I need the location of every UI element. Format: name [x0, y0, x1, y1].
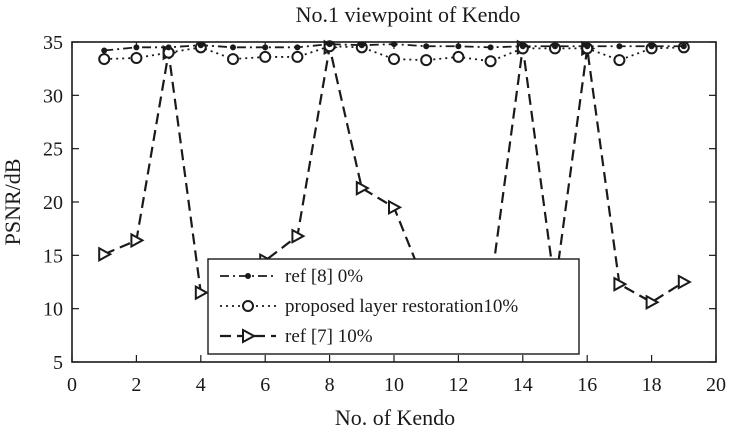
data-point: [584, 43, 591, 50]
data-point: [242, 300, 254, 312]
data-point: [194, 284, 209, 301]
x-tick-label: 2: [131, 374, 141, 396]
data-point: [423, 43, 430, 50]
x-tick-label: 6: [260, 374, 270, 396]
y-tick-label: 5: [53, 352, 63, 374]
data-point: [262, 44, 269, 51]
data-point: [613, 276, 628, 292]
x-tick-label: 14: [513, 374, 533, 396]
legend-item: ref [7] 10%: [220, 326, 373, 347]
data-point: [677, 274, 692, 290]
axes: 0 2 4 6 8 10 12 14 16 18 20 5 10 15 20 25 30 35: [43, 32, 726, 396]
data-point: [98, 246, 113, 262]
data-point: [133, 44, 140, 51]
legend: ref [8] 0% proposed layer restoration10% r…: [207, 258, 580, 355]
x-tick-label: 4: [196, 374, 206, 396]
data-point: [388, 53, 400, 66]
y-tick-label: 20: [43, 192, 63, 214]
data-point: [420, 54, 433, 67]
data-point: [130, 232, 145, 249]
x-tick-label: 0: [67, 374, 77, 396]
data-point: [259, 50, 272, 63]
data-point: [358, 42, 365, 49]
data-point: [452, 50, 465, 63]
data-point: [552, 43, 558, 50]
data-point: [484, 55, 497, 68]
chart-title: No.1 viewpoint of Kendo: [296, 2, 521, 27]
data-point: [294, 44, 301, 51]
x-tick-label: 10: [384, 374, 404, 396]
data-point: [197, 42, 204, 49]
data-point: [326, 41, 333, 48]
data-point: [101, 47, 108, 54]
x-tick-label: 8: [325, 374, 335, 396]
y-tick-label: 10: [43, 299, 63, 321]
x-axis-title: No. of Kendo: [335, 405, 455, 430]
legend-label: proposed layer restoration10%: [285, 296, 518, 317]
series: [101, 41, 687, 54]
x-tick-label: 18: [642, 374, 662, 396]
data-point: [487, 44, 494, 51]
y-tick-label: 30: [43, 85, 63, 107]
y-tick-label: 35: [43, 32, 63, 54]
y-axis-title: PSNR/dB: [0, 159, 25, 246]
x-tick-label: 12: [448, 374, 468, 396]
data-point: [648, 43, 655, 50]
data-point: [291, 228, 306, 244]
legend-label: ref [8] 0%: [285, 266, 363, 287]
data-point: [388, 199, 403, 216]
y-tick-label: 15: [43, 245, 63, 267]
data-point: [130, 52, 143, 64]
y-tick-label: 25: [43, 139, 63, 161]
data-point: [613, 54, 626, 67]
data-point: [98, 53, 111, 66]
data-point: [242, 328, 257, 344]
x-tick-label: 16: [577, 374, 597, 396]
data-point: [391, 41, 397, 48]
data-point: [230, 44, 236, 51]
legend-item: proposed layer restoration10%: [220, 296, 518, 317]
data-point: [616, 43, 623, 50]
x-tick-label: 20: [706, 374, 726, 396]
data-point: [680, 43, 687, 50]
data-point: [355, 180, 370, 196]
legend-label: ref [7] 10%: [285, 326, 373, 347]
series-group: [98, 39, 692, 310]
data-point: [245, 273, 251, 279]
data-point: [227, 53, 239, 66]
data-point: [519, 43, 526, 50]
data-point: [291, 50, 304, 63]
data-point: [455, 43, 462, 50]
data-point: [165, 44, 172, 51]
data-point: [645, 294, 660, 310]
legend-item: ref [8] 0%: [220, 266, 363, 287]
